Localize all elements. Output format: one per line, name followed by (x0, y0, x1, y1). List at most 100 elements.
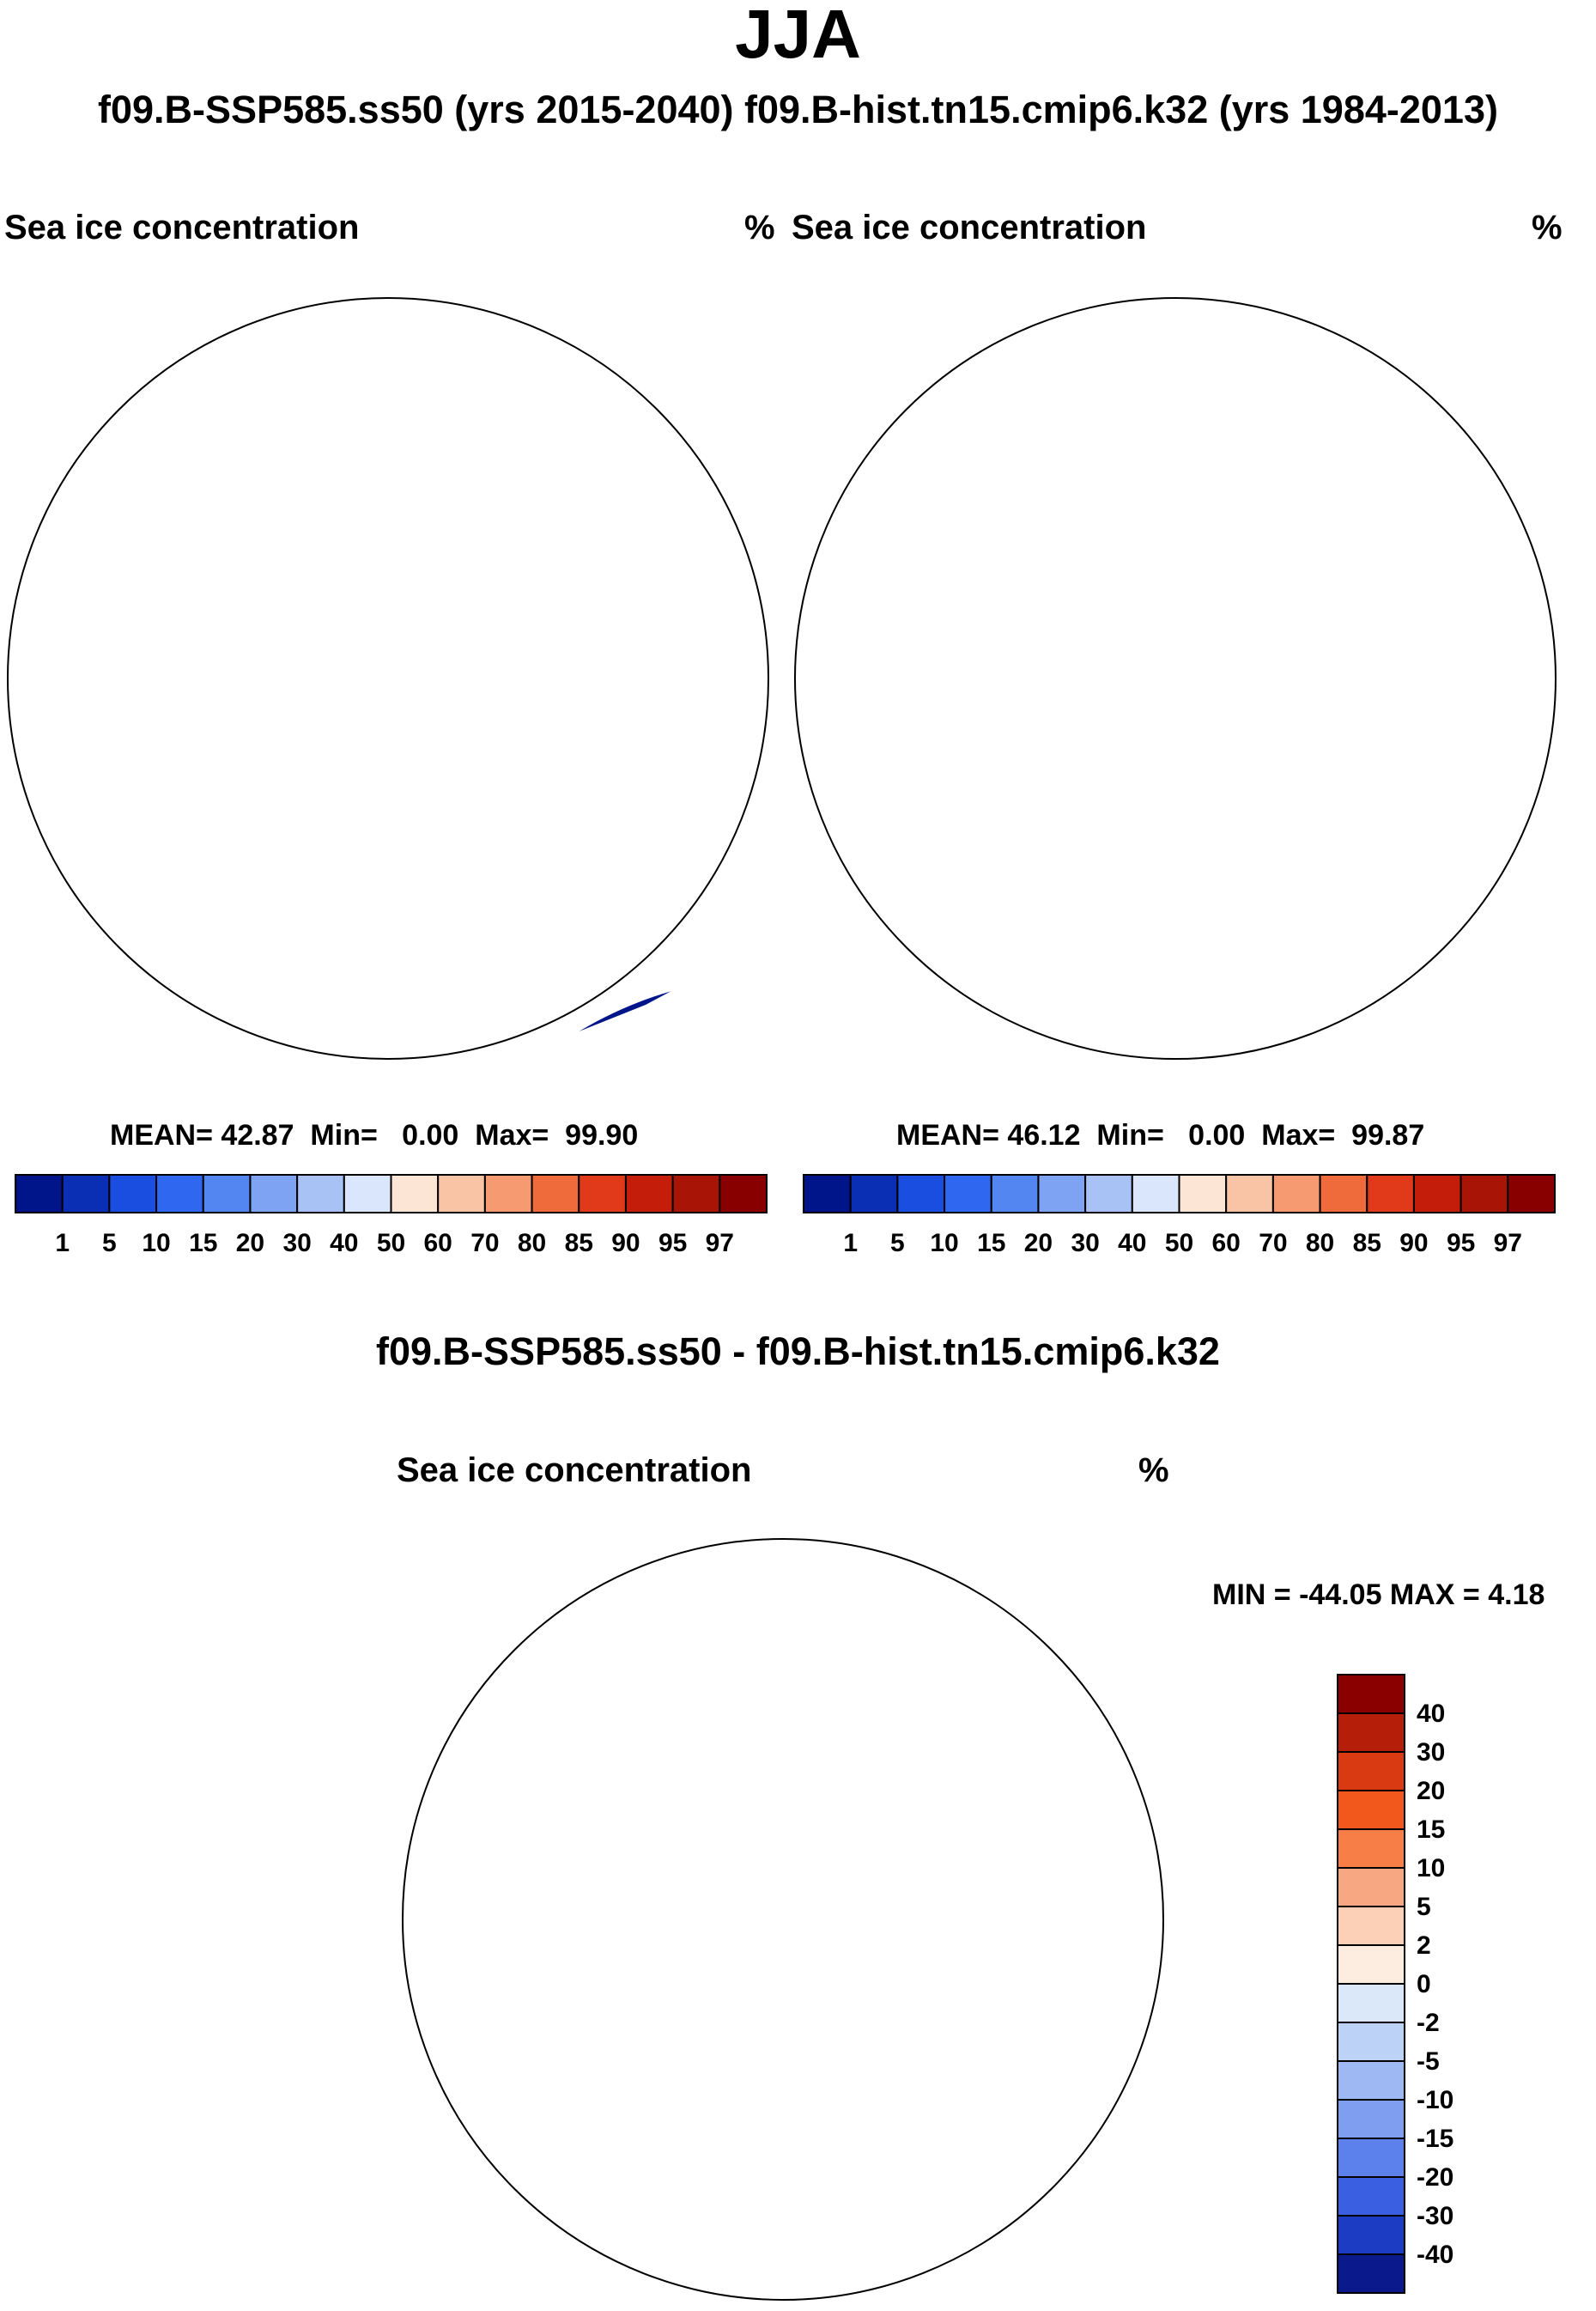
left-colorbar-swatch (437, 1174, 486, 1213)
difference-colorbar-tick-label: 10 (1417, 1854, 1445, 1882)
difference-colorbar-tick-label: 40 (1417, 1700, 1445, 1728)
right-colorbar-tick-label: 10 (930, 1229, 958, 1257)
right-colorbar-tick-label: 90 (1399, 1229, 1428, 1257)
left-colorbar-swatch (249, 1174, 299, 1213)
left-colorbar-tick-label: 20 (236, 1229, 264, 1257)
right-colorbar: 1 5 10 15 20 30 40 50 60 70 80 85 90 95 97 (803, 1174, 1556, 1257)
difference-colorbar-swatch (1337, 2215, 1405, 2255)
difference-colorbar-tick-label: -20 (1417, 2163, 1453, 2192)
difference-colorbar-swatch (1337, 1790, 1405, 1830)
right-colorbar-tick-label: 95 (1447, 1229, 1475, 1257)
left-colorbar-tick-label: 50 (377, 1229, 405, 1257)
left-colorbar-tick-label: 10 (142, 1229, 170, 1257)
difference-map (402, 1538, 1164, 2301)
right-colorbar-swatch (1459, 1174, 1509, 1213)
right-colorbar-swatch (1319, 1174, 1368, 1213)
right-colorbar-swatch (1271, 1174, 1321, 1213)
left-colorbar-tick-label: 60 (424, 1229, 452, 1257)
right-colorbar-swatch (803, 1174, 852, 1213)
right-colorbar-swatch (1507, 1174, 1556, 1213)
difference-colorbar-swatch (1337, 1674, 1405, 1714)
left-colorbar-tick-label: 15 (189, 1229, 217, 1257)
right-colorbar-swatch (849, 1174, 899, 1213)
left-colorbar-swatch (671, 1174, 721, 1213)
left-colorbar-tick-label: 85 (565, 1229, 593, 1257)
left-colorbar-swatch (390, 1174, 440, 1213)
difference-colorbar-tick-label: 15 (1417, 1815, 1445, 1844)
difference-colorbar-swatch (1337, 1944, 1405, 1985)
difference-colorbar-tick-label: -40 (1417, 2241, 1453, 2269)
right-colorbar-tick-label: 50 (1165, 1229, 1193, 1257)
left-colorbar-swatch (108, 1174, 158, 1213)
right-colorbar-swatch (1366, 1174, 1415, 1213)
left-colorbar-tick-label: 70 (470, 1229, 499, 1257)
left-colorbar-swatch (155, 1174, 204, 1213)
right-colorbar-swatch (1412, 1174, 1462, 1213)
left-colorbar-tick-label: 90 (611, 1229, 640, 1257)
difference-colorbar-tick-label: -2 (1417, 2009, 1440, 2037)
left-colorbar-tick-label: 1 (55, 1229, 70, 1257)
right-colorbar-tick-label: 30 (1071, 1229, 1099, 1257)
right-colorbar-tick-label: 97 (1494, 1229, 1522, 1257)
left-colorbar-swatch (202, 1174, 252, 1213)
left-stats: MEAN= 42.87 Min= 0.00 Max= 99.90 (110, 1119, 638, 1152)
right-max-label: Max= (1261, 1119, 1336, 1152)
right-colorbar-swatch (990, 1174, 1040, 1213)
right-colorbar-tick-label: 80 (1306, 1229, 1334, 1257)
right-sea-ice-map (794, 297, 1557, 1060)
right-colorbar-swatch (944, 1174, 992, 1213)
left-colorbar-tick-label: 40 (330, 1229, 358, 1257)
right-panel-variable: Sea ice concentration (792, 209, 1147, 246)
left-min-label: Min= (310, 1119, 378, 1152)
right-colorbar-tick-label: 85 (1353, 1229, 1381, 1257)
right-colorbar-swatch (1178, 1174, 1228, 1213)
right-colorbar-tick-label: 40 (1118, 1229, 1146, 1257)
difference-colorbar-tick-label: 30 (1417, 1738, 1445, 1767)
left-panel-units: % (744, 209, 775, 246)
difference-colorbar-swatch (1337, 2022, 1405, 2062)
right-panel-units: % (1532, 209, 1563, 246)
difference-colorbar-tick-label: -10 (1417, 2086, 1453, 2114)
right-colorbar-tick-label: 5 (890, 1229, 905, 1257)
left-colorbar-tick-label: 30 (282, 1229, 311, 1257)
difference-colorbar-tick-label: -15 (1417, 2125, 1453, 2153)
difference-colorbar-swatch (1337, 2099, 1405, 2139)
difference-colorbar-tick-label: -5 (1417, 2047, 1440, 2076)
right-colorbar-swatch (1225, 1174, 1274, 1213)
subtitle: f09.B-SSP585.ss50 (yrs 2015-2040) f09.B-… (98, 88, 1498, 131)
diff-variable: Sea ice concentration (397, 1451, 752, 1489)
difference-colorbar-tick-label: 0 (1417, 1970, 1431, 1998)
difference-colorbar-swatch (1337, 2253, 1405, 2294)
left-max-label: Max= (475, 1119, 549, 1152)
left-colorbar: 1 5 10 15 20 30 40 50 60 70 80 85 90 95 97 (15, 1174, 768, 1257)
right-colorbar-swatch (1084, 1174, 1133, 1213)
difference-colorbar-tick-label: 2 (1417, 1931, 1431, 1960)
left-min-value: 0.00 (402, 1119, 459, 1152)
left-max-value: 99.90 (565, 1119, 639, 1152)
left-mean-value: 42.87 (221, 1119, 294, 1152)
left-colorbar-tick-label: 95 (658, 1229, 687, 1257)
difference-colorbar-swatch (1337, 1906, 1405, 1946)
right-max-value: 99.87 (1351, 1119, 1425, 1152)
difference-colorbar-swatch (1337, 1712, 1405, 1753)
right-min-value: 0.00 (1188, 1119, 1246, 1152)
left-mean-label: MEAN= (110, 1119, 213, 1152)
difference-colorbar-swatch (1337, 1867, 1405, 1907)
right-colorbar-tick-label: 60 (1212, 1229, 1241, 1257)
right-colorbar-tick-label: 1 (843, 1229, 858, 1257)
difference-colorbar-tick-label: 5 (1417, 1893, 1431, 1921)
left-colorbar-tick-label: 80 (518, 1229, 546, 1257)
difference-colorbar-swatch (1337, 1828, 1405, 1869)
difference-colorbar-tick-label: 20 (1417, 1777, 1445, 1805)
right-mean-value: 46.12 (1007, 1119, 1081, 1152)
difference-colorbar-swatch (1337, 2138, 1405, 2178)
difference-colorbar-tick-label: -30 (1417, 2202, 1453, 2230)
left-colorbar-swatch (61, 1174, 111, 1213)
right-colorbar-tick-label: 70 (1259, 1229, 1287, 1257)
left-colorbar-swatch (15, 1174, 64, 1213)
left-sea-ice-map (7, 297, 774, 1060)
right-colorbar-swatch (1131, 1174, 1180, 1213)
main-title: JJA (735, 0, 861, 72)
